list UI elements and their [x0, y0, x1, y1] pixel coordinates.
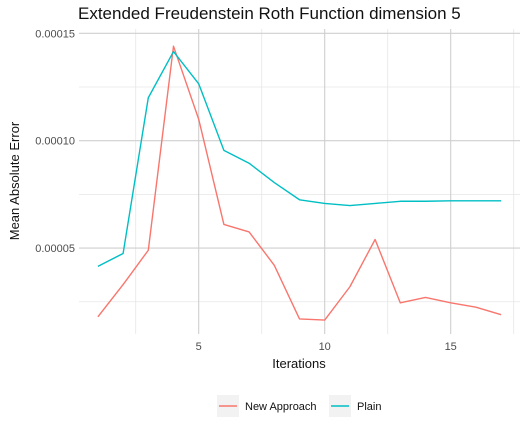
- y-axis-ticks: 0.00005 0.00010 0.00015: [35, 28, 75, 255]
- chart-title: Extended Freudenstein Roth Function dime…: [78, 4, 461, 23]
- x-tick-label: 5: [196, 341, 202, 353]
- y-tick-label: 0.00015: [35, 28, 75, 40]
- series-layer: [97, 45, 502, 321]
- x-axis-ticks: 5 10 15: [196, 341, 457, 353]
- x-axis-title: Iterations: [272, 356, 326, 371]
- y-axis-title: Mean Absolute Error: [7, 121, 22, 240]
- series-line-0: [97, 45, 502, 321]
- grid-major: [79, 29, 520, 334]
- x-tick-label: 10: [319, 341, 331, 353]
- legend: New Approach Plain: [217, 395, 381, 417]
- x-tick-label: 15: [445, 341, 457, 353]
- plot-panel: [79, 29, 520, 334]
- legend-label: Plain: [357, 401, 381, 413]
- series-line-1: [97, 50, 502, 267]
- legend-label: New Approach: [245, 401, 317, 413]
- y-tick-label: 0.00005: [35, 243, 75, 255]
- y-tick-label: 0.00010: [35, 136, 75, 148]
